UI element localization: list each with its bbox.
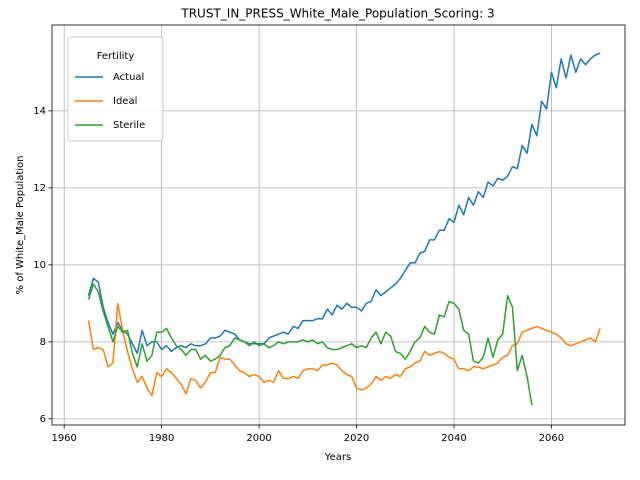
y-tick-label: 14	[33, 106, 46, 117]
legend-label: Sterile	[113, 120, 145, 131]
y-tick-label: 12	[33, 183, 46, 194]
plot-lines	[87, 52, 601, 406]
chart-title: TRUST_IN_PRESS_White_Male_Population_Sco…	[180, 7, 494, 21]
x-tick-label: 1960	[51, 433, 76, 444]
x-tick-label: 2040	[441, 433, 466, 444]
x-tick-label: 2000	[246, 433, 271, 444]
y-tick-label: 10	[33, 260, 46, 271]
legend-box	[67, 36, 164, 142]
legend: Fertility Actual Ideal Sterile	[67, 36, 164, 142]
x-tick-label: 2060	[539, 433, 564, 444]
x-tick-label: 2020	[344, 433, 369, 444]
axes-frame	[51, 24, 626, 426]
legend-title: Fertility	[97, 51, 135, 62]
legend-label: Ideal	[113, 96, 137, 107]
x-tick-label: 1980	[149, 433, 174, 444]
grid	[52, 25, 625, 425]
x-axis-label: Years	[324, 452, 351, 463]
series-line	[87, 283, 533, 406]
y-tick-label: 6	[40, 414, 46, 425]
legend-label: Actual	[113, 72, 144, 83]
y-tick-label: 8	[40, 337, 46, 348]
series-line	[87, 52, 601, 355]
y-axis-label: % of White_Male Population	[15, 156, 26, 295]
